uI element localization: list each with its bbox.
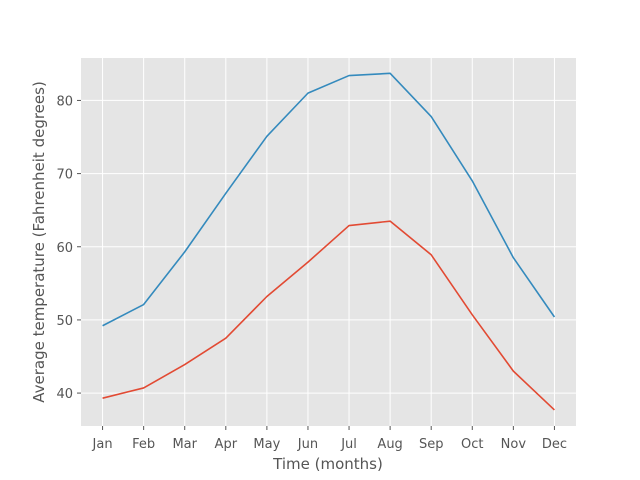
x-tick-label: Sep [419,437,444,452]
series-layer [102,72,556,411]
series-line-2 [102,220,555,411]
grid [81,58,576,426]
y-tick-label: 70 [56,168,73,183]
plot-area [81,58,576,426]
x-tick-label: Feb [132,437,155,452]
x-tick-label: Mar [172,437,197,452]
y-tick-label: 50 [56,314,73,329]
x-tick-label: Aug [377,437,402,452]
x-tick-label: Apr [215,437,238,452]
x-tick-label: May [253,437,280,452]
y-tick-label: 40 [56,387,73,402]
x-tick-label: Nov [501,437,527,452]
x-tick-label: Jun [297,437,318,452]
series-line-1 [102,72,556,327]
x-tick-label: Jan [92,437,113,452]
x-axis-title: Time (months) [272,455,383,473]
y-axis: 40 50 60 70 80 [56,94,81,402]
x-tick-label: Oct [461,437,483,452]
y-tick-label: 60 [56,241,73,256]
y-tick-label: 80 [56,94,73,109]
x-tick-label: Jul [340,437,357,452]
y-axis-title: Average temperature (Fahrenheit degrees) [30,81,48,403]
x-axis: Jan Feb Mar Apr May Jun Jul Aug Sep Oct Nov Dec [92,426,567,452]
x-tick-label: Dec [542,437,567,452]
